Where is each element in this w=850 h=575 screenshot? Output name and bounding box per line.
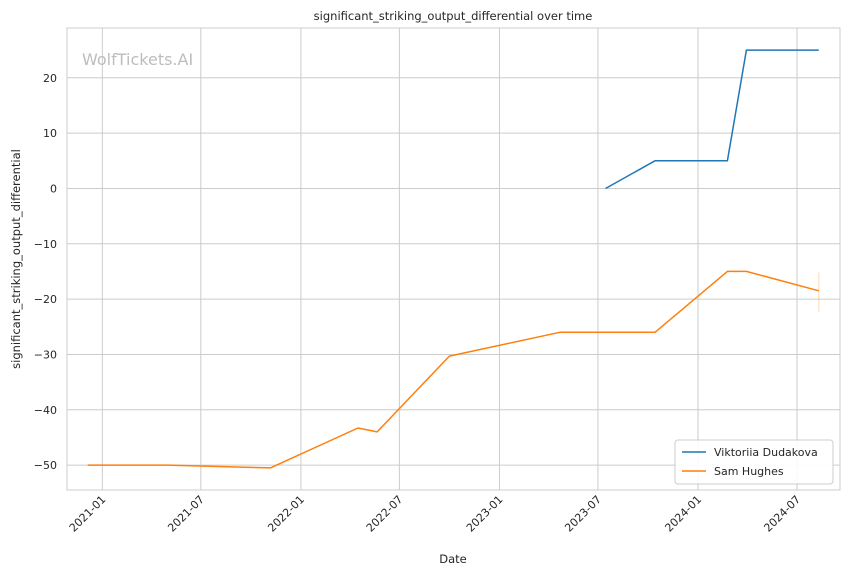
x-tick-label: 2023-01 bbox=[464, 493, 506, 535]
y-tick-label: −30 bbox=[34, 348, 57, 361]
legend-box bbox=[674, 439, 834, 485]
y-tick-label: 20 bbox=[43, 72, 57, 85]
y-axis-label: significant_striking_output_differential bbox=[9, 149, 23, 369]
x-tick-label: 2022-07 bbox=[364, 493, 406, 535]
x-tick-label: 2024-01 bbox=[662, 493, 704, 535]
watermark: WolfTickets.AI bbox=[82, 50, 193, 69]
x-tick-label: 2024-07 bbox=[761, 493, 803, 535]
x-tick-label: 2021-07 bbox=[165, 493, 207, 535]
y-tick-label: −10 bbox=[34, 238, 57, 251]
series-line-sam-hughes bbox=[87, 270, 819, 469]
legend-label-sam-hughes: Sam Hughes bbox=[714, 465, 784, 478]
x-axis-label: Date bbox=[439, 552, 467, 566]
chart-title: significant_striking_output_differential… bbox=[314, 9, 593, 23]
y-tick-label: 10 bbox=[43, 127, 57, 140]
x-tick-label: 2023-07 bbox=[562, 493, 604, 535]
series-line-viktoriia-dudakova bbox=[605, 49, 819, 190]
legend-label-viktoriia-dudakova: Viktoriia Dudakova bbox=[714, 446, 818, 459]
y-tick-label: 0 bbox=[50, 182, 57, 195]
y-tick-label: −20 bbox=[34, 293, 57, 306]
y-tick-label: −50 bbox=[34, 459, 57, 472]
legend: Viktoriia Dudakova Sam Hughes bbox=[674, 439, 834, 485]
series-lines bbox=[87, 49, 820, 469]
plot-area bbox=[66, 27, 841, 491]
grid-lines bbox=[67, 28, 840, 490]
x-tick-label: 2022-01 bbox=[265, 493, 307, 535]
x-tick-label: 2021-01 bbox=[67, 493, 109, 535]
y-tick-label: −40 bbox=[34, 404, 57, 417]
